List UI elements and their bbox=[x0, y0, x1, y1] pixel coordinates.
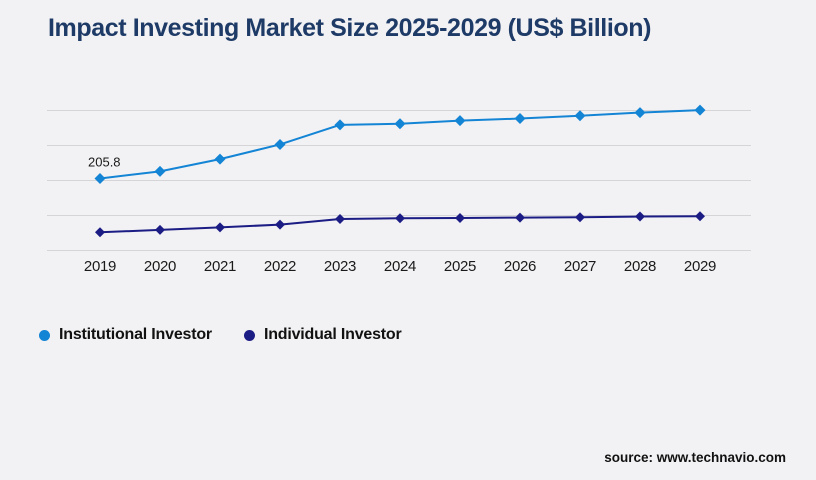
data-point-individual-investor-2020[interactable] bbox=[155, 224, 165, 235]
data-point-individual-investor-2021[interactable] bbox=[215, 222, 225, 233]
x-axis-label-2027: 2027 bbox=[564, 258, 596, 275]
legend-dot-icon bbox=[243, 329, 255, 341]
x-axis-label-2020: 2020 bbox=[144, 258, 176, 275]
data-point-individual-investor-2022[interactable] bbox=[275, 219, 285, 230]
data-point-individual-investor-2029[interactable] bbox=[695, 211, 705, 222]
source-attribution: source: www.technavio.com bbox=[604, 450, 786, 465]
data-point-value-label: 205.8 bbox=[88, 154, 121, 169]
x-axis-label-2028: 2028 bbox=[624, 258, 656, 275]
data-point-individual-investor-2024[interactable] bbox=[395, 213, 405, 224]
line-chart-plot-area: 205.8 2019 2020 2021 2022 2023 2024 2025 2026 202… bbox=[47, 104, 751, 275]
legend: Institutional Investor Individual Investo… bbox=[39, 326, 402, 344]
data-point-institutional-investor-2025[interactable] bbox=[454, 115, 466, 127]
legend-label: Individual Investor bbox=[263, 326, 402, 343]
x-axis-label-2025: 2025 bbox=[444, 258, 476, 275]
x-axis-label-2021: 2021 bbox=[204, 258, 236, 275]
data-point-institutional-investor-2026[interactable] bbox=[514, 113, 526, 125]
data-point-individual-investor-2027[interactable] bbox=[575, 212, 585, 223]
x-axis-label-2029: 2029 bbox=[684, 258, 716, 275]
data-point-individual-investor-2026[interactable] bbox=[515, 212, 525, 223]
data-point-individual-investor-2023[interactable] bbox=[335, 214, 345, 224]
legend-item-institutional-investor[interactable]: Institutional Investor bbox=[39, 326, 212, 344]
data-point-individual-investor-2028[interactable] bbox=[635, 211, 645, 222]
data-point-individual-investor-2019[interactable] bbox=[95, 227, 105, 238]
x-axis-label-2019: 2019 bbox=[84, 258, 116, 275]
legend-dot-icon bbox=[39, 329, 50, 341]
data-point-institutional-investor-2028[interactable] bbox=[634, 107, 646, 119]
data-point-institutional-investor-2029[interactable] bbox=[694, 104, 706, 116]
chart-title: Impact Investing Market Size 2025-2029 (… bbox=[48, 14, 652, 42]
data-point-institutional-investor-2027[interactable] bbox=[574, 110, 586, 122]
x-axis-label-2022: 2022 bbox=[264, 258, 296, 275]
x-axis-label-2023: 2023 bbox=[324, 258, 356, 275]
data-point-institutional-investor-2024[interactable] bbox=[394, 118, 406, 130]
data-point-individual-investor-2025[interactable] bbox=[455, 212, 465, 223]
data-point-institutional-investor-2019[interactable] bbox=[94, 172, 106, 184]
data-point-institutional-investor-2023[interactable] bbox=[334, 119, 346, 131]
legend-item-individual-investor[interactable]: Individual Investor bbox=[243, 326, 402, 344]
data-point-institutional-investor-2020[interactable] bbox=[154, 165, 166, 177]
legend-label: Institutional Investor bbox=[59, 326, 212, 343]
data-point-institutional-investor-2022[interactable] bbox=[274, 138, 286, 150]
x-axis-label-2026: 2026 bbox=[504, 258, 536, 275]
x-axis-label-2024: 2024 bbox=[384, 258, 416, 275]
data-point-institutional-investor-2021[interactable] bbox=[214, 153, 226, 165]
